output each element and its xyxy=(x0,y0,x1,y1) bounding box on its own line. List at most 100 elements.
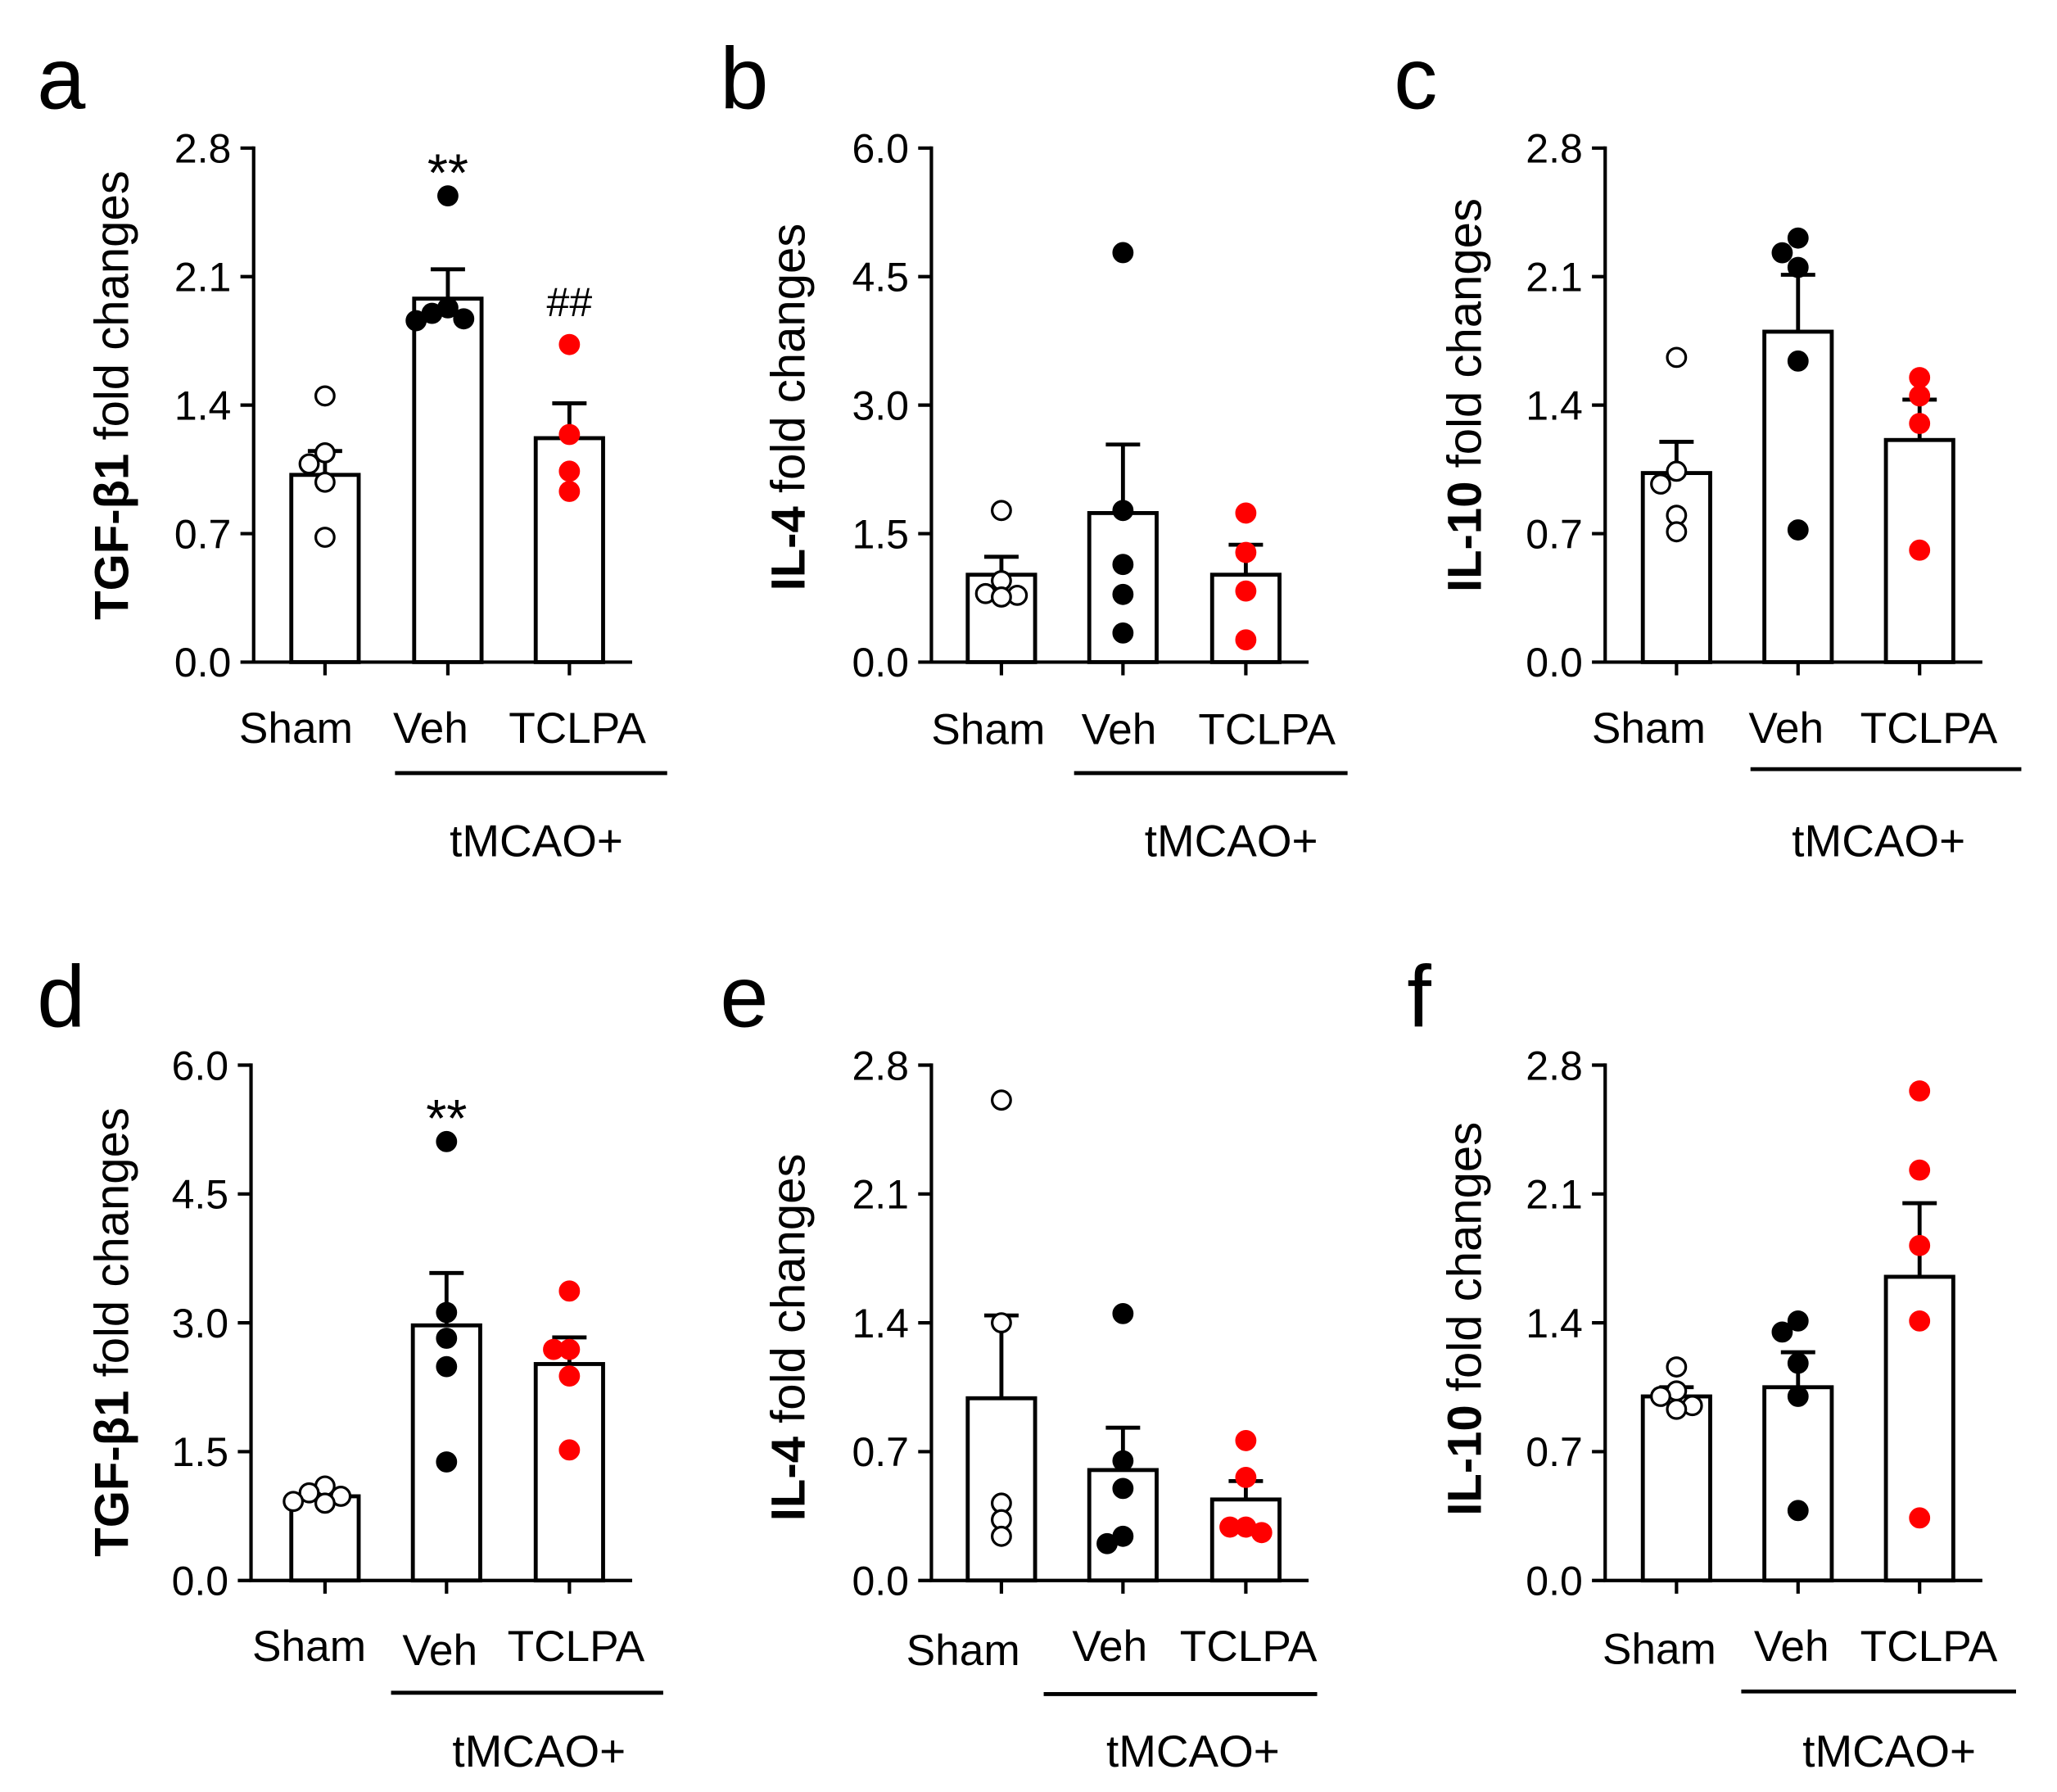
data-point-veh xyxy=(1771,242,1793,264)
panel-letter: b xyxy=(720,29,768,127)
data-point-tclpa xyxy=(543,1338,564,1360)
data-point-sham xyxy=(314,471,336,493)
data-point-sham xyxy=(1666,346,1688,369)
bar-tclpa xyxy=(1209,1497,1282,1583)
data-point-tclpa xyxy=(1250,1522,1273,1544)
y-axis-title-text: fold changes xyxy=(1439,1122,1492,1392)
data-point-sham xyxy=(1650,473,1671,495)
y-tick-label: 1.4 xyxy=(852,1301,909,1346)
y-tick-label: 0.0 xyxy=(1526,1558,1583,1604)
data-point-sham xyxy=(991,1312,1012,1334)
y-tick-label: 0.7 xyxy=(174,511,232,557)
y-axis-title-marker: IL-4 xyxy=(762,506,816,591)
y-tick-label: 6.0 xyxy=(852,126,909,172)
panel-f: f IL-10 fold changes 0.0 0.7 1.4 2.1 2.8 Sham Veh… xyxy=(1407,948,2016,1776)
data-point-veh xyxy=(1787,1310,1809,1332)
x-tick-label-veh: Veh xyxy=(1748,704,1824,753)
y-axis-title: IL-4 fold changes xyxy=(762,224,816,591)
y-axis-title-marker: IL-4 xyxy=(762,1437,816,1521)
bar-tclpa xyxy=(533,1362,605,1583)
data-point-veh xyxy=(1787,1386,1809,1407)
y-axis-title-marker: TGF-β1 xyxy=(85,454,138,620)
data-point-tclpa xyxy=(1219,1516,1241,1538)
y-tick-label: 3.0 xyxy=(852,382,909,428)
data-point-veh xyxy=(1787,1352,1809,1374)
data-point-tclpa xyxy=(1909,367,1931,388)
x-tick-label-sham: Sham xyxy=(906,1627,1020,1675)
significance-marker: ** xyxy=(427,143,468,202)
y-axis-title: IL-4 fold changes xyxy=(762,1153,816,1521)
x-tick-label-sham: Sham xyxy=(1603,1625,1716,1673)
y-tick-label: 0.0 xyxy=(852,1558,909,1604)
panel-b: b IL-4 fold changes 0.0 1.5 3.0 4.5 6.0 Sham Veh T… xyxy=(720,29,1348,867)
data-point-veh xyxy=(1112,1450,1134,1472)
data-point-sham xyxy=(1666,521,1688,543)
group-label: tMCAO+ xyxy=(1145,816,1318,867)
y-tick-label: 2.1 xyxy=(852,1172,909,1218)
y-tick-label: 2.1 xyxy=(174,254,232,300)
y-tick-label: 0.0 xyxy=(852,640,909,686)
y-tick-label: 6.0 xyxy=(172,1043,229,1088)
data-point-veh xyxy=(453,308,475,330)
data-point-tclpa xyxy=(1909,413,1931,434)
bar-veh xyxy=(1762,1385,1834,1583)
data-point-veh xyxy=(405,310,427,332)
data-point-sham xyxy=(1666,1398,1688,1420)
y-tick-label: 4.5 xyxy=(172,1172,229,1218)
group-label: tMCAO+ xyxy=(1802,1726,1976,1776)
panel-letter: e xyxy=(720,948,768,1046)
data-point-veh xyxy=(437,185,459,207)
y-tick-label: 2.1 xyxy=(1526,1172,1583,1218)
x-tick-label-sham: Sham xyxy=(239,704,353,753)
data-point-veh xyxy=(1787,256,1809,278)
data-point-sham xyxy=(1666,1356,1688,1378)
data-point-tclpa xyxy=(1909,1507,1931,1529)
group-label: tMCAO+ xyxy=(1106,1726,1280,1776)
group-label: tMCAO+ xyxy=(452,1726,626,1776)
data-point-tclpa xyxy=(1235,1430,1257,1451)
x-tick-label-sham: Sham xyxy=(252,1622,366,1671)
x-tick-label-tclpa: TCLPA xyxy=(1860,704,1998,753)
data-point-tclpa xyxy=(1909,539,1931,561)
y-tick-label: 1.5 xyxy=(172,1429,229,1475)
data-point-tclpa xyxy=(558,1439,581,1461)
data-point-sham xyxy=(991,1525,1012,1547)
y-tick-label: 1.4 xyxy=(1526,1301,1583,1346)
data-point-veh xyxy=(436,1301,458,1324)
y-tick-label: 2.8 xyxy=(1526,126,1583,172)
data-point-tclpa xyxy=(1909,1234,1931,1256)
y-tick-label: 0.0 xyxy=(172,1558,229,1604)
y-axis-title: IL-10 fold changes xyxy=(1439,198,1492,592)
panel-letter: c xyxy=(1394,29,1437,127)
significance-marker: ** xyxy=(426,1089,467,1148)
y-tick-label: 0.7 xyxy=(1526,1429,1583,1475)
data-point-tclpa xyxy=(1235,580,1257,602)
y-axis-title-text: fold changes xyxy=(85,1107,138,1377)
data-point-sham xyxy=(298,1482,320,1504)
data-point-tclpa xyxy=(558,460,581,482)
y-tick-label: 2.8 xyxy=(1526,1043,1583,1088)
data-point-tclpa xyxy=(1909,1310,1931,1332)
data-point-tclpa xyxy=(558,423,581,446)
y-tick-label: 0.0 xyxy=(174,640,232,686)
data-point-sham xyxy=(314,527,336,548)
panel-e: e IL-4 fold changes 0.0 0.7 1.4 2.1 2.8 Sham Veh T… xyxy=(720,948,1318,1776)
x-tick-label-veh: Veh xyxy=(1082,705,1157,753)
y-tick-label: 0.0 xyxy=(1526,640,1583,686)
x-tick-label-veh: Veh xyxy=(393,704,468,753)
bar-sham xyxy=(1640,471,1712,664)
x-tick-label-tclpa: TCLPA xyxy=(1198,705,1336,753)
y-tick-label: 1.4 xyxy=(174,382,232,428)
data-point-sham xyxy=(991,1089,1012,1111)
y-tick-label: 3.0 xyxy=(172,1301,229,1346)
data-point-tclpa xyxy=(1235,502,1257,524)
y-axis-title-text: fold changes xyxy=(762,1153,816,1423)
y-axis-title-marker: IL-10 xyxy=(1439,1405,1492,1516)
data-point-veh xyxy=(1112,500,1134,522)
panel-letter: d xyxy=(37,948,85,1046)
data-point-veh xyxy=(436,1130,458,1152)
x-tick-label-sham: Sham xyxy=(931,705,1045,753)
data-point-veh xyxy=(1787,1500,1809,1522)
data-point-tclpa xyxy=(1909,1080,1931,1102)
